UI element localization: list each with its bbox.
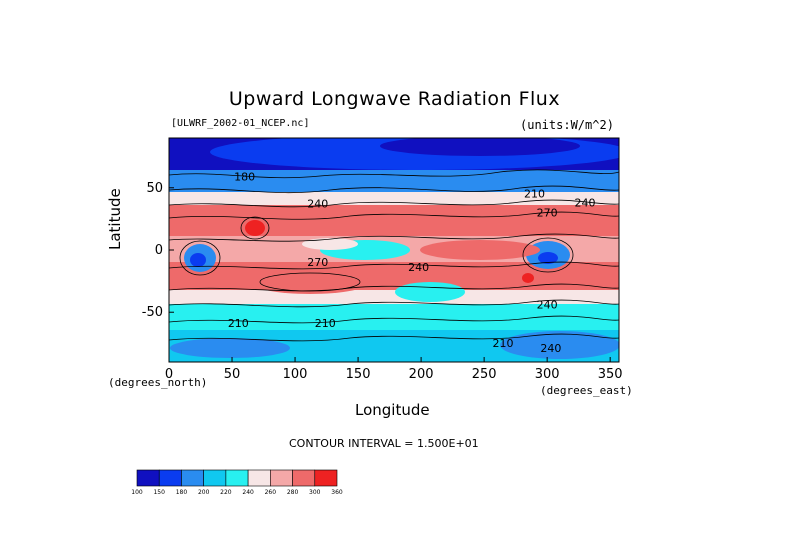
contour-label: 240 [540,342,561,355]
contour-label: 270 [537,206,558,219]
x-tick-label: 0 [165,367,173,382]
colorbar-swatch [203,469,227,487]
contour-labels: 180 240 210 270 240 270 240 240 210 210 210 240 [228,170,596,355]
warm-spot-asia [245,220,265,236]
contour-label: 210 [228,317,249,330]
south-warm-band [250,270,370,294]
colorbar-swatch [225,469,249,487]
colorbar-level-label: 150 [153,489,165,496]
x-tick-label: 100 [283,367,308,382]
contour-interval-label: CONTOUR INTERVAL = 1.500E+01 [289,437,479,450]
radiation-field [169,138,619,362]
colorbar: 100 150 180 200 220 240 260 280 300 360 [131,469,343,496]
contour-label: 240 [537,298,558,311]
colorbar-swatch [136,469,160,487]
band-south-mid [169,304,619,332]
x-tick-label: 350 [598,367,623,382]
x-tick-label: 300 [535,367,560,382]
colorbar-swatch [181,469,204,487]
x-axis-label: Longitude [355,401,430,419]
south-deep-blue [500,331,619,359]
y-tick-label: 50 [146,181,163,196]
atlantic-hot [522,273,534,283]
contour-label: 240 [574,196,595,209]
x-tick-label: 200 [409,367,434,382]
band-south-sub [169,290,619,306]
x-tick-label: 50 [224,367,241,382]
chart-title: Upward Longwave Radiation Flux [228,88,561,110]
south-deep-blue-2 [170,338,290,358]
north-darkblue-patch [380,138,580,156]
contour-label: 210 [315,317,336,330]
colorbar-swatch [314,469,338,487]
south-america-core [538,252,558,264]
y-axis-unit: (degrees_north) [108,376,208,389]
contour-label: 210 [493,337,514,350]
contour-label: 270 [307,256,328,269]
x-axis-ticks: 0 50 100 150 200 250 300 350 [165,357,623,382]
contour-label: 210 [524,188,545,201]
contour-label: 180 [234,170,255,183]
colorbar-level-label: 220 [220,489,232,496]
colorbar-level-label: 240 [242,489,254,496]
colorbar-level-label: 300 [309,489,321,496]
colorbar-level-label: 280 [287,489,299,496]
pacific-warm [420,240,540,260]
africa-cold-core [190,253,206,267]
x-tick-label: 150 [346,367,371,382]
y-axis-ticks: 50 0 -50 [142,181,174,320]
contour-lines [169,169,619,342]
colorbar-swatch [158,469,182,487]
maritime-continent-light [302,238,358,250]
colorbar-level-label: 100 [131,489,143,496]
colorbar-swatch [247,469,271,487]
contour-label: 240 [307,198,328,211]
colorbar-swatch [292,469,316,487]
y-tick-label: 0 [155,243,163,258]
colorbar-level-label: 180 [176,489,188,496]
units-label: (units:W/m^2) [520,118,614,132]
x-tick-label: 250 [472,367,497,382]
source-file-label: [ULWRF_2002-01_NCEP.nc] [171,118,310,129]
south-pacific-cool [395,282,465,302]
y-tick-label: -50 [142,305,163,320]
colorbar-swatch [270,469,293,487]
contour-label: 240 [408,261,429,274]
x-axis-unit: (degrees_east) [540,384,633,397]
colorbar-level-label: 260 [265,489,277,496]
colorbar-level-label: 360 [331,489,343,496]
colorbar-level-label: 200 [198,489,210,496]
